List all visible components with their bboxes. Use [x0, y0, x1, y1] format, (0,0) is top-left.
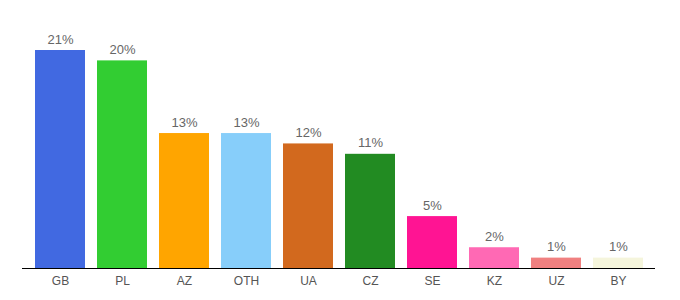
svg-text:OTH: OTH — [234, 274, 259, 288]
svg-text:1%: 1% — [547, 239, 566, 254]
svg-text:CZ: CZ — [363, 274, 379, 288]
svg-text:11%: 11% — [358, 135, 383, 150]
svg-text:13%: 13% — [233, 115, 259, 130]
svg-text:UA: UA — [300, 274, 317, 288]
svg-text:1%: 1% — [609, 239, 628, 254]
svg-text:12%: 12% — [295, 125, 321, 140]
svg-text:20%: 20% — [109, 42, 135, 57]
svg-text:AZ: AZ — [177, 274, 192, 288]
svg-text:2%: 2% — [485, 229, 504, 244]
svg-text:BY: BY — [610, 274, 626, 288]
svg-text:13%: 13% — [171, 115, 197, 130]
svg-text:KZ: KZ — [487, 274, 502, 288]
svg-text:GB: GB — [52, 274, 69, 288]
svg-text:PL: PL — [115, 274, 130, 288]
svg-text:SE: SE — [424, 274, 440, 288]
svg-text:UZ: UZ — [549, 274, 565, 288]
svg-text:21%: 21% — [47, 32, 73, 47]
svg-text:5%: 5% — [423, 198, 442, 213]
